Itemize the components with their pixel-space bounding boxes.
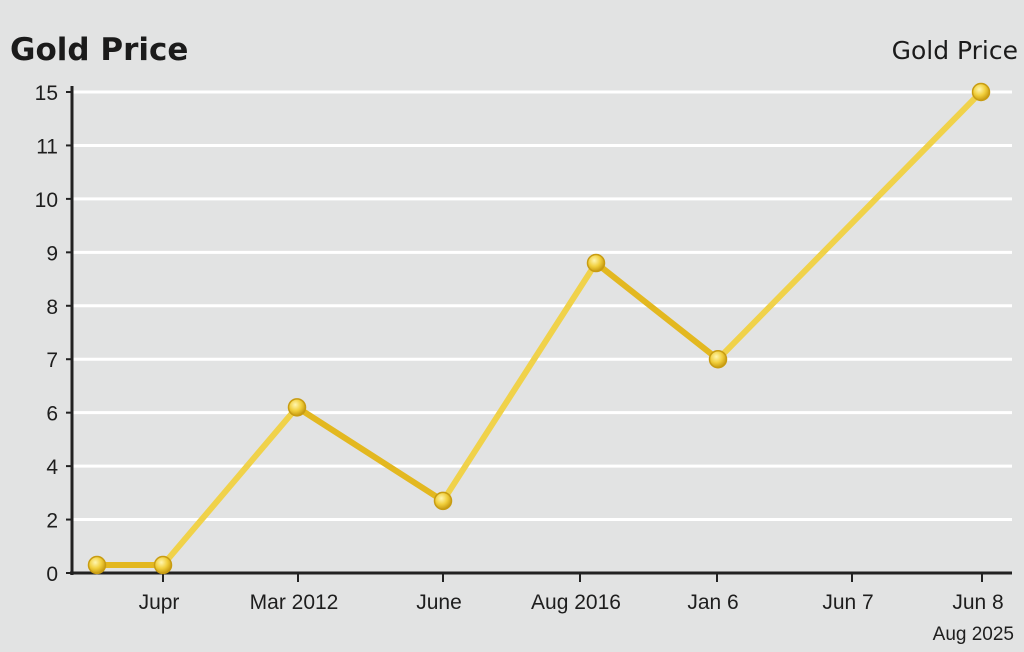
y-tick-label: 4 — [46, 456, 58, 479]
x-tick-label: Mar 2012 — [250, 591, 339, 614]
y-tick-label: 0 — [46, 563, 58, 586]
x-tick-label: June — [416, 591, 462, 614]
series-line-segment — [160, 404, 300, 568]
legend-label: Gold Price — [891, 36, 1018, 65]
data-point — [433, 491, 453, 511]
x-sub-label: Aug 2025 — [933, 624, 1014, 645]
data-point — [971, 82, 991, 102]
data-point — [708, 349, 728, 369]
x-tick-label: Jun 8 — [952, 591, 1003, 614]
y-tick-label: 7 — [46, 349, 58, 372]
series-line-segment — [294, 404, 446, 504]
y-tick-label: 15 — [35, 82, 58, 105]
y-tick-label: 8 — [46, 296, 58, 319]
series-line-segment — [715, 89, 984, 363]
data-point — [153, 555, 173, 575]
y-tick-label: 2 — [46, 510, 58, 533]
y-tick-label: 11 — [36, 135, 58, 158]
x-tick-label: Jupr — [139, 591, 180, 614]
data-point — [586, 253, 606, 273]
series-line-segment — [593, 260, 721, 363]
y-tick-label: 6 — [46, 403, 58, 426]
x-tick-label: Jan 6 — [687, 591, 738, 614]
series-line-segment — [440, 260, 599, 504]
data-point — [287, 398, 307, 417]
y-tick-label: 9 — [46, 242, 58, 265]
y-tick-label: 10 — [35, 189, 58, 212]
data-point — [87, 555, 107, 575]
chart-title: Gold Price — [10, 32, 189, 68]
x-tick-label: Jun 7 — [822, 591, 873, 614]
x-tick-label: Aug 2016 — [531, 591, 621, 614]
